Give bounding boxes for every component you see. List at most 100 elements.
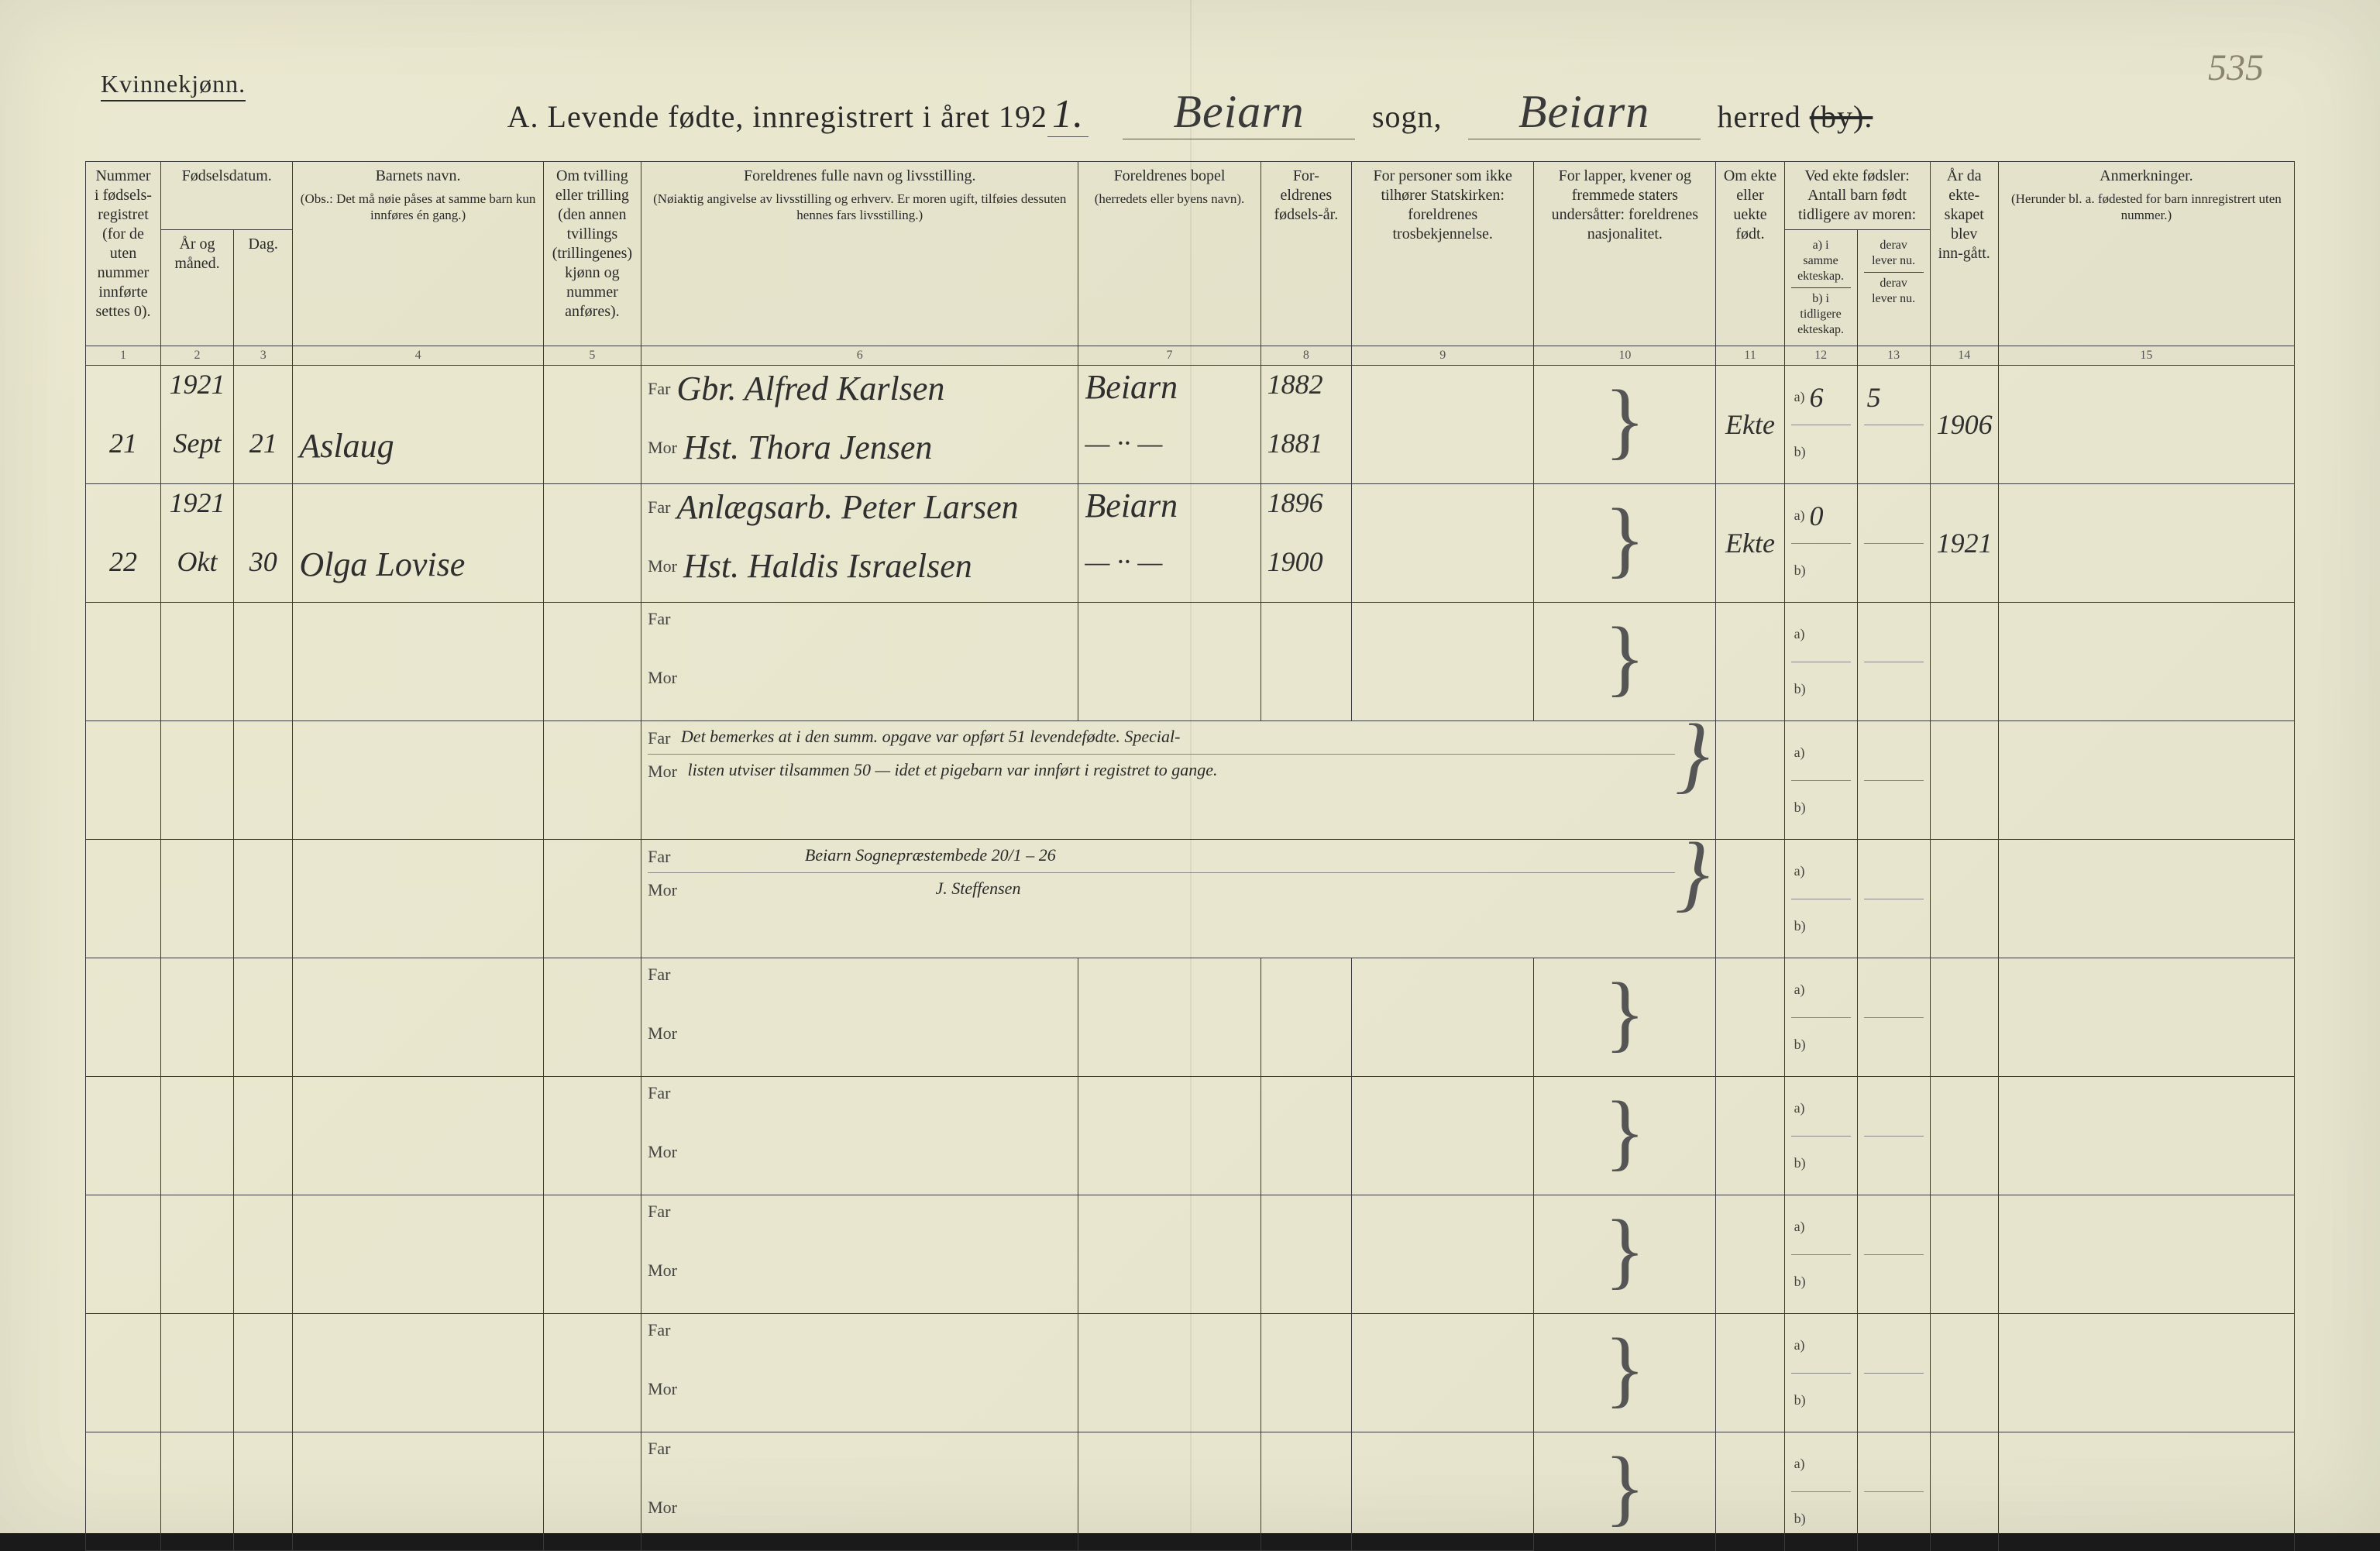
sogn-name-hand: Beiarn (1123, 85, 1355, 139)
colnum: 2 (160, 346, 233, 366)
annotation-line2: listen utviser tilsammen 50 — idet et pi… (687, 760, 1217, 779)
b-label: b) (1794, 800, 1806, 816)
col-12-13-top: Ved ekte fødsler: Antall barn født tidli… (1784, 162, 1930, 230)
a-label: a) (1794, 982, 1805, 998)
col-4-header: Barnets navn. (Obs.: Det må nøie påses a… (293, 162, 543, 346)
col-2-header: År og måned. (160, 230, 233, 346)
b-label: b) (1794, 681, 1806, 697)
far-label: Far (648, 727, 670, 749)
page-number-handwritten: 535 (2208, 46, 2264, 89)
brace-icon: } (1604, 965, 1646, 1060)
far-label: Far (648, 497, 670, 518)
entry-number: 22 (86, 543, 161, 603)
a-label: a) (1794, 863, 1805, 879)
colnum: 14 (1930, 346, 1998, 366)
far-label: Far (648, 1202, 670, 1222)
col-13-header: derav lever nu. derav lever nu. (1857, 230, 1930, 346)
col-15-title: Anmerkninger. (2005, 167, 2288, 186)
b-label: b) (1794, 918, 1806, 934)
document-page: Kvinnekjønn. 535 A. Levende fødte, innre… (0, 0, 2380, 1533)
table-row-signature: Far Beiarn Sognepræstembede 20/1 – 26 Mo… (86, 840, 2295, 899)
a-label: a) (1794, 389, 1805, 405)
brace-icon: } (1675, 731, 1709, 778)
col-1-header: Nummer i fødsels-registret (for de uten … (86, 162, 161, 346)
colnum: 8 (1261, 346, 1352, 366)
mother-residence: — ·· — (1085, 428, 1162, 459)
brace-icon: } (1604, 610, 1646, 704)
gender-heading: Kvinnekjønn. (101, 70, 246, 101)
colnum: 15 (1998, 346, 2294, 366)
birth-register-table: Nummer i fødsels-registret (for de uten … (85, 161, 2295, 1551)
b-label: b) (1794, 1155, 1806, 1171)
a-label: a) (1794, 1219, 1805, 1235)
col-7-header: Foreldrenes bopel (herredets eller byens… (1078, 162, 1261, 346)
father-name: Anlægsarb. Peter Larsen (676, 490, 1018, 524)
b-label: b) (1794, 444, 1806, 460)
a-label: a) (1794, 1456, 1805, 1472)
title-year-hand: 1. (1047, 92, 1089, 137)
table-body: 1921 FarGbr. Alfred Karlsen Beiarn 1882 … (86, 366, 2295, 1551)
children-same-marriage: 0 (1810, 502, 1824, 530)
far-label: Far (648, 1439, 670, 1459)
col-13b: derav lever nu. (1864, 272, 1924, 310)
b-label: b) (1794, 1392, 1806, 1408)
brace-icon: } (1604, 491, 1646, 586)
far-label: Far (648, 609, 670, 629)
colnum: 11 (1716, 346, 1784, 366)
brace-icon: } (1604, 1439, 1646, 1534)
colnum: 3 (234, 346, 293, 366)
table-row-empty: Far } a)b) (86, 603, 2295, 662)
col-4-note: (Obs.: Det må nøie påses at samme barn k… (299, 191, 536, 224)
colnum: 13 (1857, 346, 1930, 366)
brace-icon: } (1675, 849, 1709, 896)
colnum: 7 (1078, 346, 1261, 366)
children-same-marriage: 6 (1810, 383, 1824, 411)
far-label: Far (648, 1320, 670, 1340)
colnum: 6 (641, 346, 1078, 366)
entry-day: 30 (234, 543, 293, 603)
col-7-title: Foreldrenes bopel (1085, 167, 1254, 186)
a-label: a) (1794, 1337, 1805, 1353)
annotation-line1: Det bemerkes at i den summ. opgave var o… (681, 727, 1181, 746)
mor-label: Mor (648, 1379, 677, 1399)
entry-month: Sept (160, 425, 233, 484)
father-residence: Beiarn (1085, 368, 1178, 406)
mor-label: Mor (648, 1142, 677, 1162)
col-9-header: For personer som ikke tilhører Statskirk… (1352, 162, 1534, 346)
mor-label: Mor (648, 1023, 677, 1044)
signature-name: J. Steffensen (935, 879, 1020, 898)
col-12b: b) i tidligere ekteskap. (1791, 287, 1851, 341)
b-label: b) (1794, 1037, 1806, 1053)
col-15-note: (Herunder bl. a. fødested for barn innre… (2005, 191, 2288, 224)
mother-name: Hst. Haldis Israelsen (683, 549, 972, 583)
child-name: Aslaug (299, 427, 394, 465)
entry-day: 21 (234, 425, 293, 484)
col-2-3-top: Fødselsdatum. (160, 162, 292, 230)
mor-label: Mor (648, 879, 677, 901)
mother-birthyear: 1900 (1267, 546, 1323, 577)
mor-label: Mor (648, 1260, 677, 1281)
signature-place-date: Beiarn Sognepræstembede 20/1 – 26 (805, 845, 1056, 865)
colnum: 1 (86, 346, 161, 366)
far-label: Far (648, 1083, 670, 1103)
mor-label: Mor (648, 1498, 677, 1518)
mor-label: Mor (648, 668, 677, 688)
col-10-header: For lapper, kvener og fremmede staters u… (1534, 162, 1716, 346)
brace-icon: } (1604, 373, 1646, 467)
table-row-empty: Far } a)b) (86, 1432, 2295, 1492)
father-residence: Beiarn (1085, 487, 1178, 524)
col-14-header: År da ekte-skapet blev inn-gått. (1930, 162, 1998, 346)
table-row: 1921 FarAnlægsarb. Peter Larsen Beiarn 1… (86, 484, 2295, 544)
mor-label: Mor (648, 438, 677, 458)
b-label: b) (1794, 562, 1806, 579)
col-11-header: Om ekte eller uekte født. (1716, 162, 1784, 346)
col-3-header: Dag. (234, 230, 293, 346)
table-row: 1921 FarGbr. Alfred Karlsen Beiarn 1882 … (86, 366, 2295, 425)
col-5-header: Om tvilling eller trilling (den annen tv… (543, 162, 641, 346)
colnum: 10 (1534, 346, 1716, 366)
father-name: Gbr. Alfred Karlsen (676, 372, 944, 406)
b-label: b) (1794, 1274, 1806, 1290)
colnum: 9 (1352, 346, 1534, 366)
brace-icon: } (1604, 1084, 1646, 1178)
col-6-title: Foreldrenes fulle navn og livsstilling. (648, 167, 1071, 186)
